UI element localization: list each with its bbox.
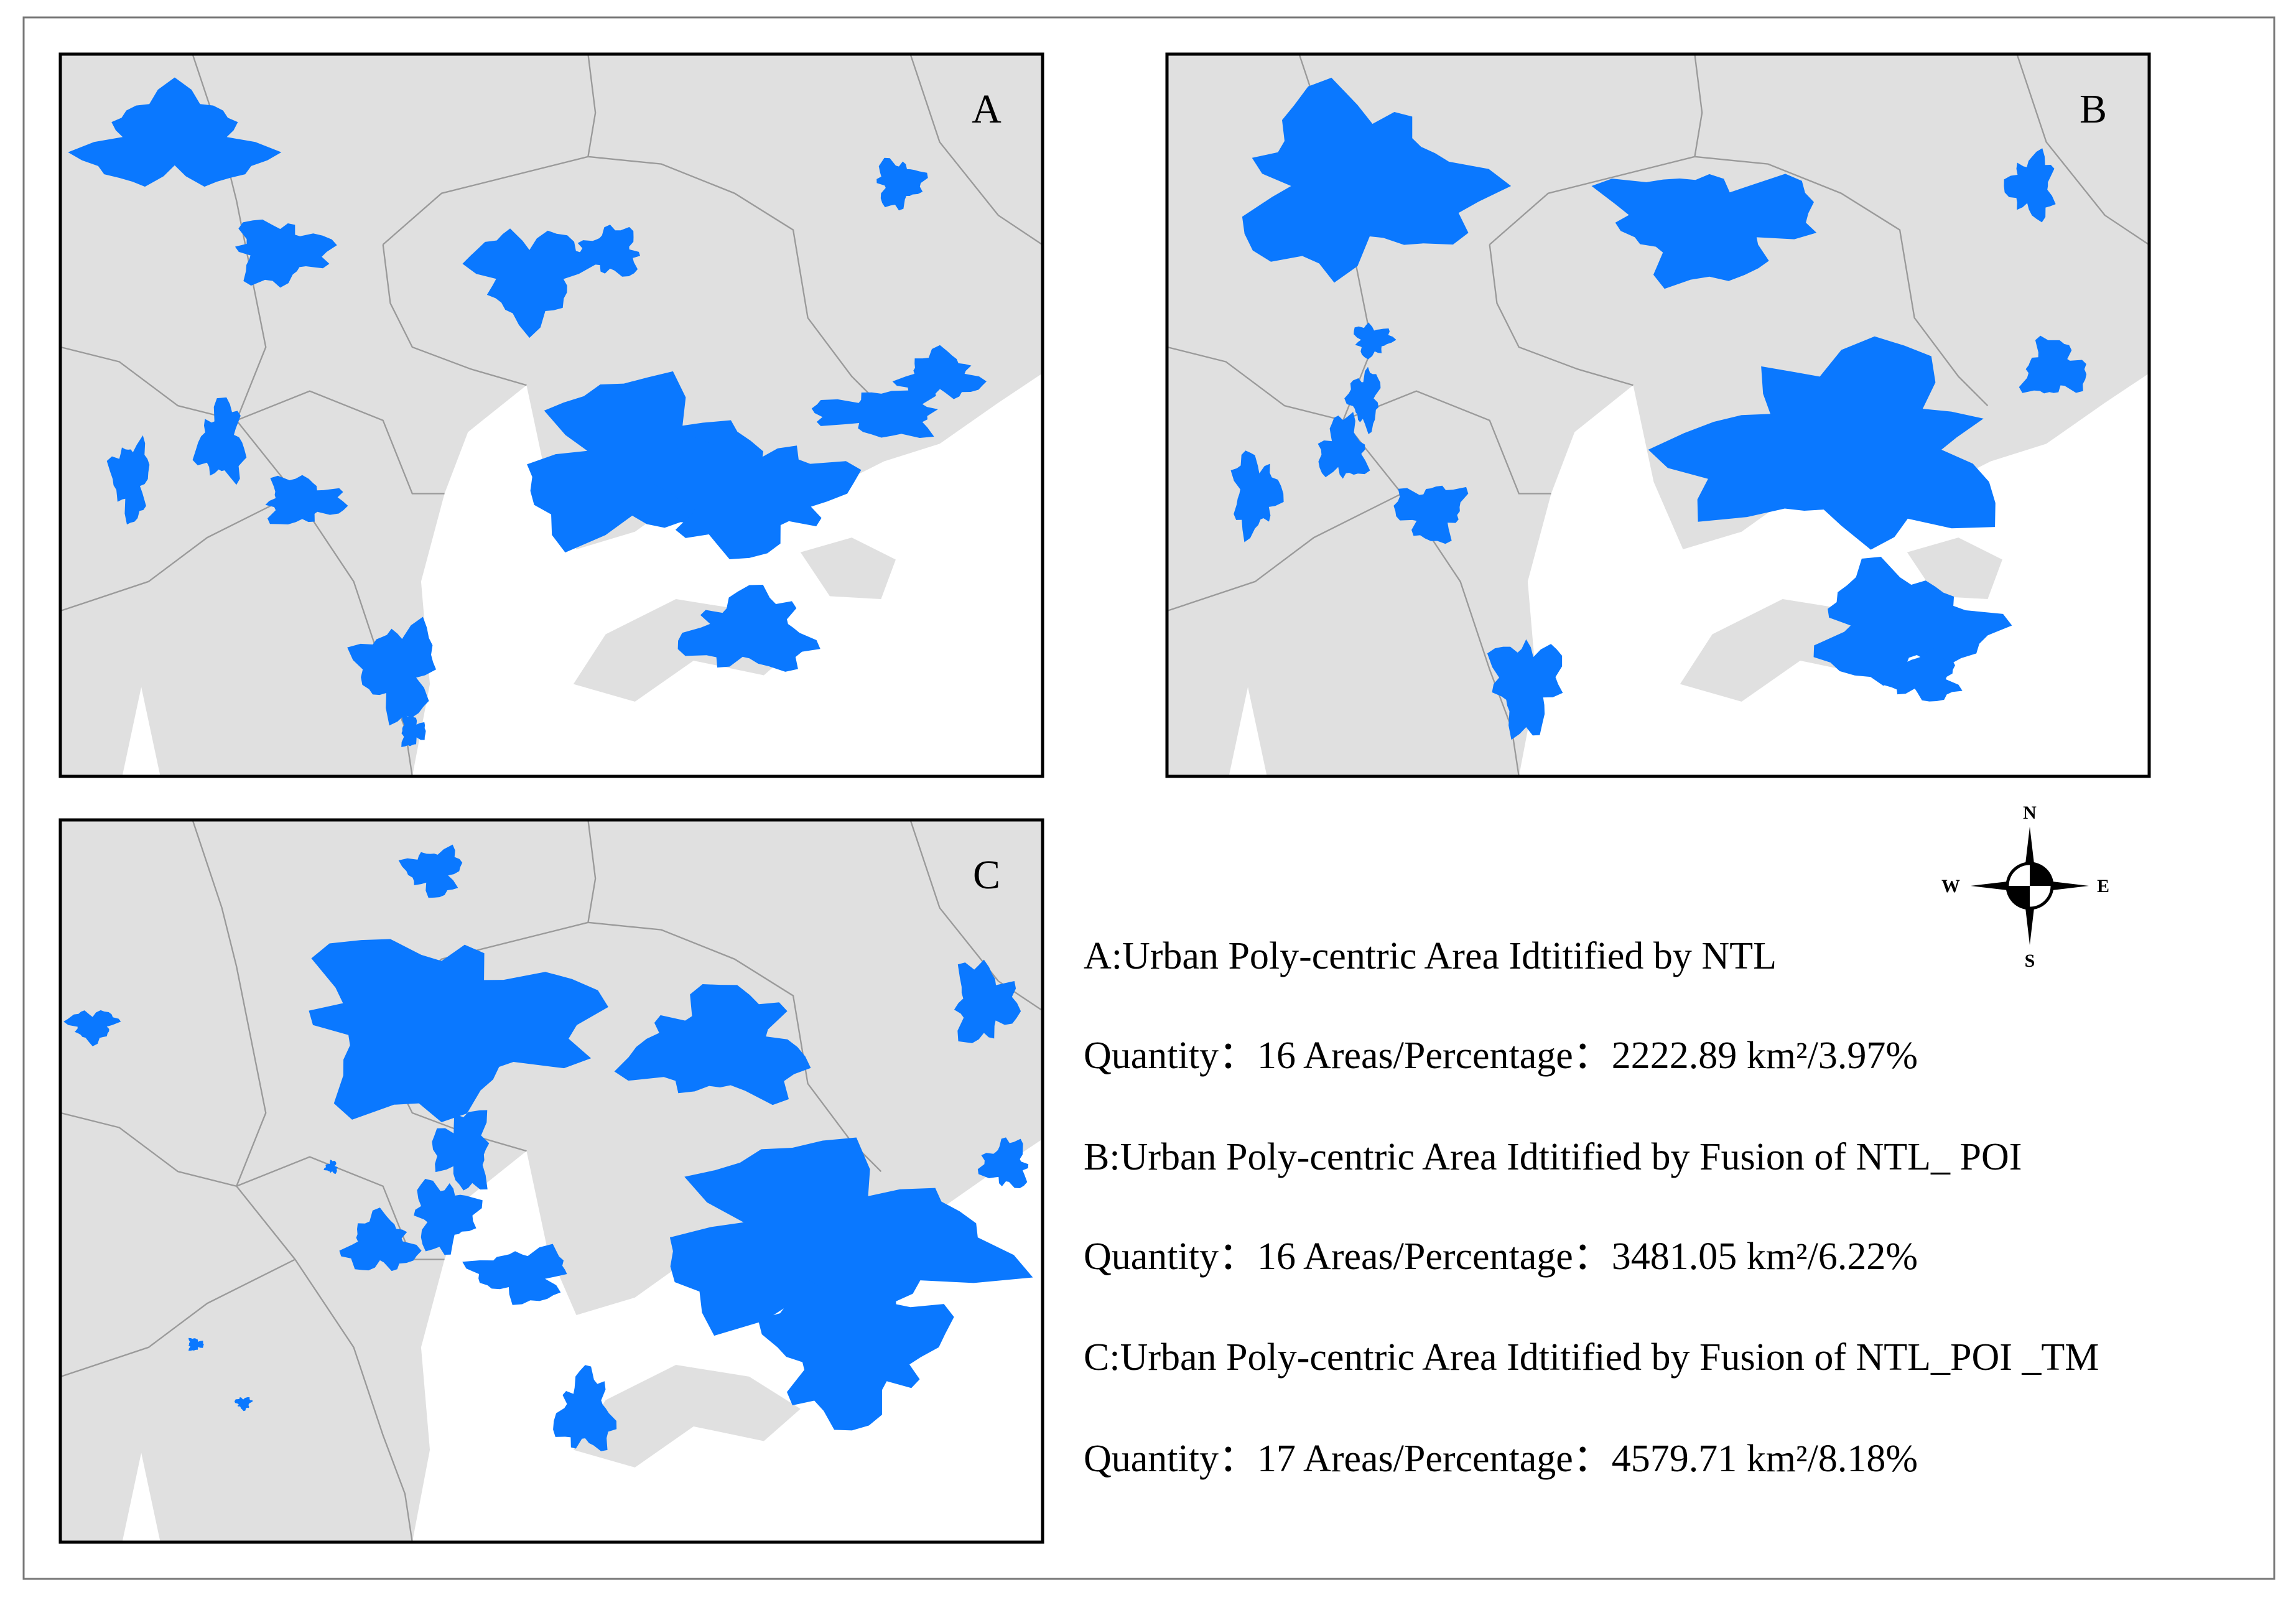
urban-area <box>553 1365 617 1451</box>
panel-label: B <box>2080 86 2107 132</box>
urban-area <box>669 1137 1033 1336</box>
urban-area <box>188 1338 204 1351</box>
urban-area <box>1487 639 1563 740</box>
urban-area <box>68 77 282 187</box>
legend-stats: Quantity：16 Areas/Percentage：2222.89 km²… <box>1084 1035 1918 1077</box>
urban-area <box>892 345 987 399</box>
legend: A:Urban Poly-centric Area Idtitified by … <box>1084 935 2099 1480</box>
urban-area <box>1591 174 1817 289</box>
urban-areas <box>63 844 1033 1451</box>
urban-area <box>1318 412 1370 479</box>
panel-label: C <box>973 852 1000 898</box>
urban-area <box>1813 556 2012 686</box>
urban-area <box>432 1110 490 1191</box>
urban-area <box>462 1244 567 1305</box>
panel-frame <box>58 52 1044 778</box>
basemap <box>60 820 1043 1542</box>
urban-areas <box>1230 77 2087 740</box>
compass-w: W <box>1941 876 1960 896</box>
urban-area <box>1873 647 1963 702</box>
compass: N S W E <box>1941 802 2109 971</box>
urban-area <box>398 844 463 898</box>
urban-area <box>2004 148 2056 223</box>
urban-area <box>235 219 337 288</box>
urban-area <box>414 1178 483 1255</box>
map-panel: C <box>58 818 1044 1544</box>
legend-title: C:Urban Poly-centric Area Idtitified by … <box>1084 1336 2099 1379</box>
urban-area <box>527 371 808 553</box>
urban-areas <box>68 77 987 747</box>
urban-area <box>106 435 150 525</box>
urban-area <box>954 959 1021 1043</box>
compass-fill <box>2007 863 2052 908</box>
urban-area <box>309 939 608 1122</box>
map-panels: A B C <box>58 52 2151 1544</box>
urban-area <box>614 984 811 1105</box>
urban-area <box>339 1207 422 1272</box>
urban-area <box>323 1160 338 1175</box>
panel-label: A <box>972 86 1002 132</box>
urban-area <box>401 714 426 747</box>
urban-area <box>192 397 247 485</box>
urban-area <box>876 157 928 211</box>
urban-area <box>645 436 862 559</box>
urban-area <box>1344 366 1381 434</box>
urban-area <box>234 1397 253 1412</box>
legend-stats: Quantity：17 Areas/Percentage：4579.71 km²… <box>1084 1438 1918 1480</box>
urban-area <box>1354 322 1397 360</box>
urban-area <box>63 1010 121 1046</box>
urban-area <box>1393 485 1469 544</box>
urban-area <box>758 1275 954 1431</box>
panel-frame <box>58 818 1044 1544</box>
legend-title: B:Urban Poly-centric Area Idtitified by … <box>1084 1136 2022 1178</box>
compass-n: N <box>2023 802 2037 823</box>
urban-area <box>677 584 820 672</box>
legend-stats: Quantity：16 Areas/Percentage：3481.05 km²… <box>1084 1235 1918 1278</box>
urban-area <box>977 1137 1029 1189</box>
panel-frame <box>1165 52 2151 778</box>
urban-area <box>1648 336 1996 550</box>
urban-area <box>1230 450 1284 542</box>
urban-area <box>1242 77 1512 283</box>
urban-area <box>462 228 598 338</box>
urban-area <box>2019 335 2087 394</box>
compass-e: E <box>2097 876 2109 896</box>
urban-area <box>571 225 641 277</box>
urban-area <box>265 475 348 524</box>
outer-frame <box>22 16 2275 1580</box>
map-panel: B <box>1165 52 2151 778</box>
urban-area <box>347 616 437 726</box>
map-panel: A <box>58 52 1044 778</box>
legend-title: A:Urban Poly-centric Area Idtitified by … <box>1084 935 1777 977</box>
urban-area <box>811 389 938 439</box>
compass-s: S <box>2025 951 2035 971</box>
